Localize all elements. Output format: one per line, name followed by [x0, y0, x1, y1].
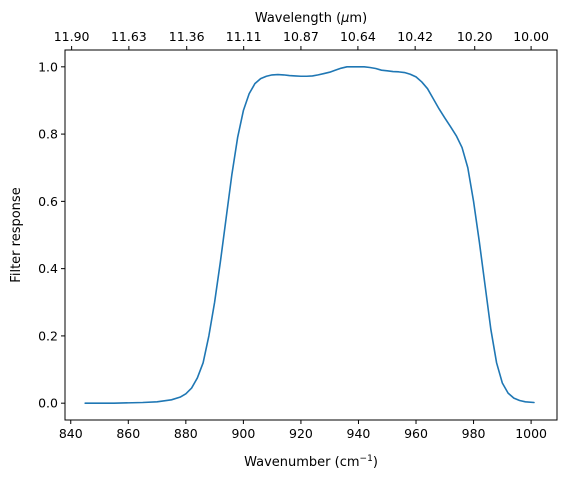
- top-tick-label: 10.00: [513, 29, 549, 44]
- y-tick-label: 0.2: [38, 328, 58, 343]
- top-tick-label: 11.63: [111, 29, 147, 44]
- x-tick-label: 940: [347, 426, 371, 441]
- x-tick-label: 980: [462, 426, 486, 441]
- y-tick-label: 0.6: [38, 194, 58, 209]
- top-tick-label: 10.42: [397, 29, 433, 44]
- micro-symbol: μ: [340, 11, 349, 26]
- y-tick-label: 0.0: [38, 396, 58, 411]
- top-tick-label: 10.87: [283, 29, 319, 44]
- x-axis-label: Wavenumber (cm−1): [244, 454, 378, 470]
- y-tick-label: 0.8: [38, 127, 58, 142]
- x-tick-label: 840: [59, 426, 83, 441]
- x-tick-label: 920: [289, 426, 313, 441]
- x-tick-label: 1000: [515, 426, 547, 441]
- x-tick-label: 960: [404, 426, 428, 441]
- y-tick-label: 1.0: [38, 59, 58, 74]
- top-axis-label: Wavelength (μm): [255, 11, 367, 26]
- tick-layer: 840 860 880 900 920 940 960 980 1000 11.90 11.63 11…: [38, 29, 549, 441]
- top-tick-label: 11.90: [54, 29, 90, 44]
- y-axis-label: Filter response: [9, 187, 24, 282]
- top-tick-label: 10.64: [340, 29, 376, 44]
- series-line: [84, 66, 535, 404]
- top-tick-label: 11.11: [226, 29, 262, 44]
- series-layer: [84, 66, 535, 404]
- top-tick-label: 10.20: [457, 29, 493, 44]
- x-axis-label-superscript: −1: [360, 454, 373, 464]
- top-tick-label: 11.36: [169, 29, 205, 44]
- x-tick-label: 880: [174, 426, 198, 441]
- x-tick-label: 900: [231, 426, 255, 441]
- x-tick-label: 860: [116, 426, 140, 441]
- y-tick-label: 0.4: [38, 261, 58, 276]
- plot-frame: [64, 49, 558, 421]
